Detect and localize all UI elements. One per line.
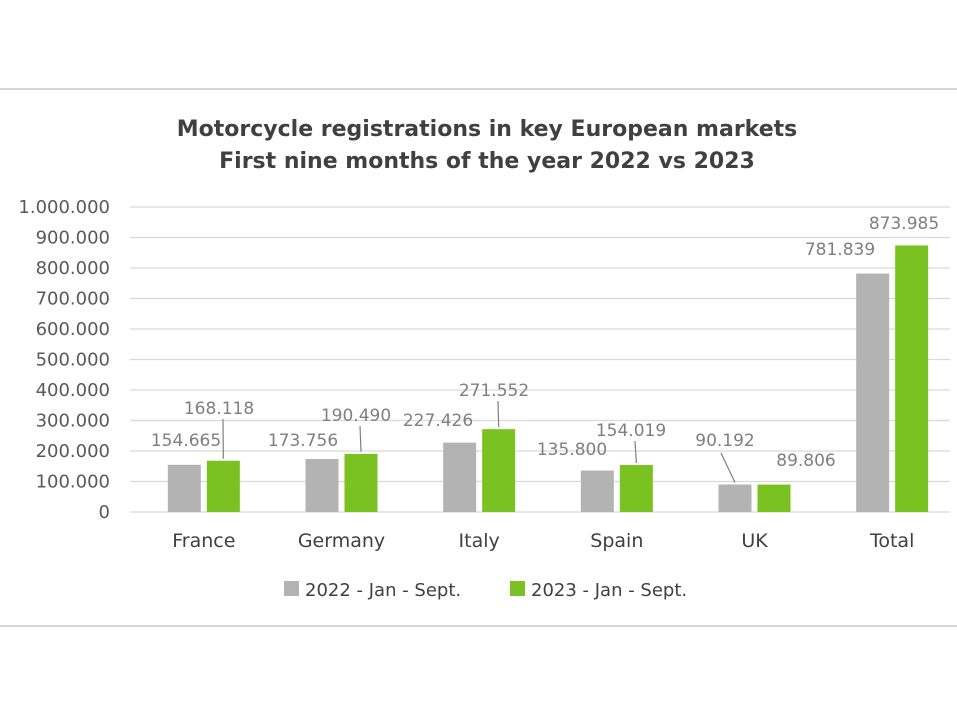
bottom-divider: [0, 625, 957, 627]
data-label-2023: 168.118: [184, 399, 254, 419]
x-category-label: UK: [741, 530, 768, 552]
y-tick-label: 700.000: [36, 289, 110, 310]
bar-2022: [167, 464, 201, 512]
data-label-leader-line: [634, 440, 637, 464]
y-tick-label: 500.000: [36, 350, 110, 371]
x-category-label: Italy: [459, 530, 500, 552]
bar-2023: [206, 460, 240, 512]
bars: [167, 245, 929, 512]
y-axis-tick-labels: 0 100.000 200.000 300.000 400.000 500.000 600.…: [18, 197, 110, 523]
data-label-2022: 154.665: [151, 431, 221, 451]
bar-2022: [305, 459, 339, 512]
data-label-2022: 90.192: [695, 431, 754, 451]
x-category-label: Germany: [298, 530, 385, 552]
y-tick-label: 0: [99, 502, 110, 523]
y-tick-label: 200.000: [36, 441, 110, 462]
legend: 2022 - Jan - Sept. 2023 - Jan - Sept.: [284, 580, 687, 601]
data-label-2023: 873.985: [869, 214, 939, 234]
x-category-label: Spain: [590, 530, 643, 552]
data-label-2023: 271.552: [459, 381, 529, 401]
data-label-2023: 154.019: [596, 421, 666, 441]
y-tick-label: 300.000: [36, 411, 110, 432]
data-label-2022: 135.800: [537, 440, 607, 460]
y-tick-label: 1.000.000: [18, 197, 110, 218]
y-tick-label: 400.000: [36, 380, 110, 401]
bar-2023: [619, 465, 653, 512]
leader-lines: [222, 400, 736, 483]
data-label-2022: 781.839: [805, 240, 875, 260]
data-label-2022: 227.426: [403, 411, 473, 431]
bar-2022: [580, 470, 614, 512]
gridlines: [130, 206, 950, 513]
bar-2023: [757, 484, 791, 512]
data-label-leader-line: [720, 452, 736, 483]
x-category-label: Total: [869, 530, 914, 552]
data-label-2023: 89.806: [776, 451, 835, 471]
bar-2022: [856, 273, 890, 512]
x-axis-category-labels: France Germany Italy Spain UK Total: [172, 530, 914, 552]
chart-title-line-2: First nine months of the year 2022 vs 20…: [219, 149, 755, 174]
bar-2023: [895, 245, 929, 512]
data-label-2023: 190.490: [321, 406, 391, 426]
y-tick-label: 900.000: [36, 228, 110, 249]
legend-swatch-2023: [510, 581, 525, 596]
chart-title-line-1: Motorcycle registrations in key European…: [177, 117, 798, 142]
data-label-2022: 173.756: [268, 431, 338, 451]
data-label-leader-line: [359, 425, 362, 452]
data-labels: 154.665 173.756 227.426 135.800 90.192 781.83…: [151, 214, 939, 471]
bar-2023: [482, 429, 516, 512]
top-divider: [0, 88, 957, 90]
data-label-leader-line: [497, 400, 500, 428]
y-tick-label: 600.000: [36, 319, 110, 340]
y-tick-label: 800.000: [36, 258, 110, 279]
bar-2022: [443, 442, 477, 512]
bar-2022: [718, 484, 752, 512]
legend-swatch-2022: [284, 581, 299, 596]
legend-label-2022: 2022 - Jan - Sept.: [305, 580, 461, 601]
legend-label-2023: 2023 - Jan - Sept.: [531, 580, 687, 601]
y-tick-label: 100.000: [36, 472, 110, 493]
x-category-label: France: [172, 530, 235, 552]
bar-2023: [344, 453, 378, 512]
